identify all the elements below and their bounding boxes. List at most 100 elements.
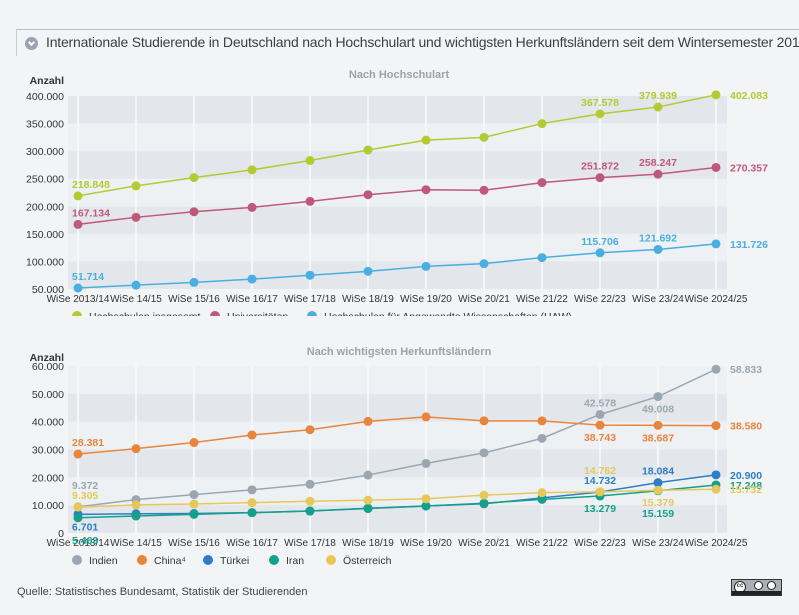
data-point xyxy=(653,478,663,488)
data-label: 38.743 xyxy=(584,432,616,444)
chart-subtitle: Nach wichtigsten Herkunftsländern xyxy=(307,346,492,358)
data-point xyxy=(479,132,489,142)
x-tick-label: WiSe 15/16 xyxy=(168,538,220,549)
data-label: 402.083 xyxy=(730,90,768,102)
data-point xyxy=(189,490,199,500)
data-point xyxy=(247,165,257,175)
x-tick-label: WiSe 21/22 xyxy=(516,538,568,549)
data-point xyxy=(711,239,721,249)
data-point xyxy=(537,488,547,498)
data-point xyxy=(247,430,257,440)
data-point xyxy=(189,499,199,509)
grid-band xyxy=(68,449,727,478)
data-point xyxy=(131,280,141,290)
legend-marker xyxy=(203,555,213,565)
data-label: 5.463 xyxy=(72,535,98,547)
data-point xyxy=(479,490,489,500)
data-point xyxy=(595,248,605,258)
data-point xyxy=(479,448,489,458)
data-label: 6.701 xyxy=(72,521,98,533)
data-point xyxy=(189,277,199,287)
grid-band xyxy=(68,393,727,422)
grid-band xyxy=(68,233,727,262)
data-point xyxy=(421,458,431,468)
legend-marker xyxy=(72,555,82,565)
data-point xyxy=(247,202,257,212)
y-tick-label: 350.000 xyxy=(26,119,64,131)
x-tick-label: WiSe 15/16 xyxy=(168,294,220,305)
x-tick-label: WiSe 2024/25 xyxy=(685,294,748,305)
data-point xyxy=(247,498,257,508)
legend-marker xyxy=(210,311,220,316)
data-point xyxy=(537,178,547,188)
data-label: 42.578 xyxy=(584,397,616,409)
y-tick-label: 0 xyxy=(58,528,64,540)
chart-subtitle: Nach Hochschulart xyxy=(349,69,450,81)
y-tick-label: 40.000 xyxy=(32,417,64,429)
data-point xyxy=(73,449,83,459)
data-point xyxy=(537,416,547,426)
data-label: 131.726 xyxy=(730,239,768,251)
legend-marker xyxy=(326,555,336,565)
x-tick-label: WiSe 2013/14 xyxy=(47,294,110,305)
legend-item: China⁴ xyxy=(154,555,186,567)
data-label: 121.692 xyxy=(639,232,677,244)
x-tick-label: WiSe 18/19 xyxy=(342,294,394,305)
data-point xyxy=(537,253,547,263)
data-label: 38.687 xyxy=(642,432,674,444)
data-label: 167.134 xyxy=(72,207,110,219)
data-label: 13.279 xyxy=(584,503,616,515)
data-point xyxy=(73,513,83,523)
data-point xyxy=(131,212,141,222)
cc-by-sa-icon[interactable]: cc xyxy=(731,579,782,596)
legend-item: Österreich xyxy=(343,555,392,567)
x-tick-label: WiSe 2024/25 xyxy=(685,538,748,549)
y-tick-label: 150.000 xyxy=(26,229,64,241)
legend-marker xyxy=(307,311,317,316)
legend-marker xyxy=(269,555,279,565)
data-point xyxy=(711,470,721,480)
data-point xyxy=(73,219,83,229)
data-point xyxy=(305,506,315,516)
x-tick-label: WiSe 16/17 xyxy=(226,538,278,549)
y-axis-label: Anzahl xyxy=(30,352,65,364)
data-point xyxy=(247,485,257,495)
data-point xyxy=(73,283,83,293)
data-label: 251.872 xyxy=(581,161,619,173)
data-point xyxy=(421,494,431,504)
x-tick-label: WiSe 14/15 xyxy=(110,538,162,549)
data-point xyxy=(711,364,721,374)
x-tick-label: WiSe 2013/14 xyxy=(47,538,110,549)
grid-band xyxy=(68,505,727,533)
data-point xyxy=(305,479,315,489)
data-label: 367.578 xyxy=(581,97,619,109)
series-line-3 xyxy=(77,484,717,519)
download-icon[interactable] xyxy=(25,37,38,50)
data-point xyxy=(305,156,315,166)
x-tick-label: WiSe 21/22 xyxy=(516,294,568,305)
data-point xyxy=(131,511,141,521)
data-label: 379.939 xyxy=(639,90,677,102)
data-point xyxy=(247,274,257,284)
data-label: 270.357 xyxy=(730,162,768,174)
data-point xyxy=(537,494,547,504)
data-label: 17.248 xyxy=(730,480,762,492)
series-line-2 xyxy=(77,243,717,289)
y-tick-label: 30.000 xyxy=(32,445,64,457)
x-tick-label: WiSe 17/18 xyxy=(284,294,336,305)
data-point xyxy=(421,412,431,422)
data-point xyxy=(711,162,721,172)
legend-item: Hochschulen für Angewandte Wissenschafte… xyxy=(324,311,572,316)
data-point xyxy=(711,90,721,100)
series-line-0 xyxy=(77,368,717,508)
data-point xyxy=(595,173,605,183)
data-point xyxy=(247,508,257,518)
y-tick-label: 20.000 xyxy=(32,472,64,484)
chart-by-country-of-origin: Nach wichtigsten Herkunftsländern Anzahl 0… xyxy=(30,346,763,567)
data-point xyxy=(189,173,199,183)
data-label: 14.762 xyxy=(584,465,616,477)
x-tick-label: WiSe 22/23 xyxy=(574,538,626,549)
data-label: 9.372 xyxy=(72,480,98,492)
data-label: 49.008 xyxy=(642,404,674,416)
y-tick-label: 250.000 xyxy=(26,174,64,186)
